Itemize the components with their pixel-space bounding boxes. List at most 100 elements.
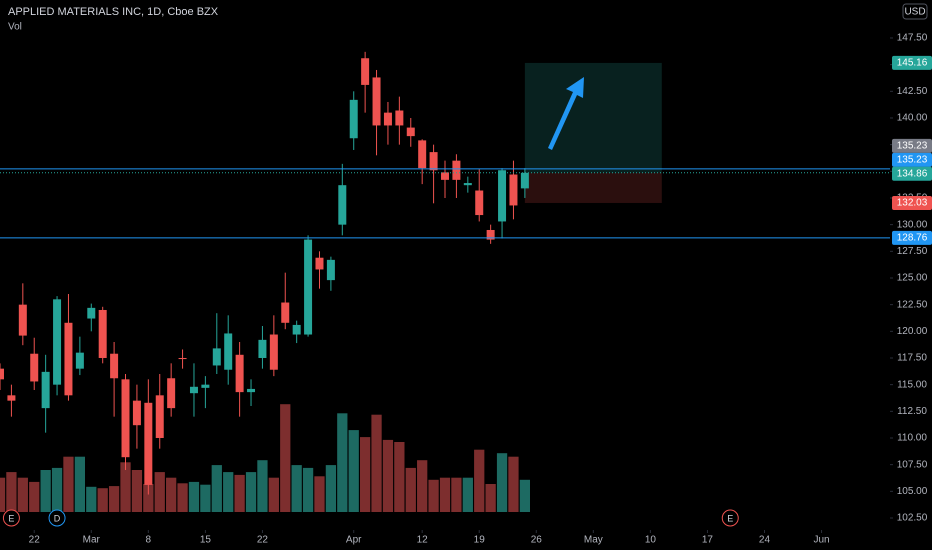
candle-body	[41, 371, 50, 409]
volume-bar	[382, 439, 394, 512]
candle-body	[383, 112, 392, 126]
volume-bar	[405, 467, 416, 512]
candle-body	[75, 352, 84, 369]
candle-body	[292, 324, 301, 335]
candle-body	[372, 77, 381, 126]
candle-body	[212, 348, 221, 366]
x-tick-label: 8	[146, 535, 152, 546]
price-axis-bg	[890, 0, 932, 550]
volume-bar	[108, 486, 120, 512]
candle-body	[315, 257, 324, 270]
volume-bar	[245, 472, 257, 512]
price-badge	[892, 152, 932, 167]
volume-bar	[177, 483, 188, 512]
x-tick-label: Jun	[813, 535, 829, 546]
candle-body	[463, 183, 472, 186]
volume-bar	[17, 477, 28, 512]
y-tick-label: 112.50	[897, 406, 927, 417]
candle-body	[53, 299, 62, 385]
y-tick-label: 140.00	[897, 113, 928, 124]
volume-bar	[97, 488, 108, 512]
candle-body	[258, 339, 267, 358]
volume-label: Vol	[8, 22, 22, 33]
candle-body	[178, 357, 187, 360]
target-zone	[524, 62, 662, 173]
price-badge-label: 128.76	[897, 233, 928, 244]
candle-body	[201, 384, 210, 388]
candle-body	[18, 304, 27, 336]
candle-body	[418, 140, 427, 169]
candle-body	[144, 402, 153, 485]
candle-body	[235, 354, 244, 393]
volume-bar	[86, 486, 97, 512]
volume-bar	[291, 465, 302, 512]
candle-body	[304, 239, 313, 335]
volume-bar	[29, 481, 40, 512]
event-marker	[2, 509, 20, 527]
volume-bar	[451, 477, 462, 512]
volume-bar	[143, 484, 154, 512]
volume-bar	[302, 467, 314, 512]
currency-label[interactable]: USD	[904, 7, 925, 18]
volume-bar	[348, 430, 359, 512]
volume-bar	[337, 413, 348, 512]
volume-bar	[325, 465, 337, 512]
volume-bar	[211, 465, 222, 512]
candle-body	[475, 190, 484, 216]
candle-body	[281, 302, 290, 323]
candle-body	[452, 160, 461, 180]
x-tick-label: 15	[200, 535, 212, 546]
event-marker	[721, 509, 739, 527]
price-badge	[892, 195, 932, 210]
x-tick-label: 26	[531, 535, 543, 546]
y-tick-label: 117.50	[897, 353, 927, 364]
currency-box[interactable]	[902, 3, 928, 20]
candle-body	[486, 229, 495, 240]
candle-body	[395, 110, 404, 126]
overlay-layer: E D E 145.16 135.23 135.23 128.76 134.86 132.03	[0, 55, 932, 527]
event-label: E	[727, 513, 733, 523]
candle-body	[64, 322, 73, 396]
candle-body	[0, 368, 4, 380]
y-tick-label: 122.50	[897, 299, 928, 310]
x-tick-label: Apr	[346, 535, 362, 546]
candle-body	[361, 58, 370, 85]
candle-body	[110, 353, 119, 379]
price-badge	[892, 230, 932, 245]
volume-bar	[519, 479, 531, 512]
event-label: E	[8, 513, 14, 523]
volume-bar	[371, 414, 382, 512]
price-badge	[892, 55, 932, 70]
candle-body	[326, 259, 335, 281]
y-tick-label: 147.50	[897, 33, 928, 44]
price-badge-label: 135.23	[897, 155, 928, 166]
candle-body	[87, 307, 96, 319]
volume-bar	[223, 472, 234, 512]
candle-body	[98, 309, 107, 358]
volume-bar	[188, 481, 200, 512]
price-badge-label: 134.86	[897, 168, 928, 179]
event-label: D	[54, 513, 61, 523]
candle-body	[509, 174, 518, 206]
volume-bar	[496, 453, 508, 512]
volume-bar	[268, 477, 279, 512]
candle-body	[189, 386, 198, 394]
candle-body	[406, 127, 415, 137]
x-tick-label: 22	[29, 535, 41, 546]
candle-body	[167, 378, 176, 409]
candle-body	[429, 152, 438, 171]
x-tick-label: 22	[257, 535, 269, 546]
x-tick-label: Mar	[83, 535, 101, 546]
volume-bar	[417, 460, 428, 512]
x-tick-label: 24	[759, 535, 771, 546]
volume-bar	[439, 477, 451, 512]
volume-bar	[40, 470, 51, 512]
y-tick-label: 130.00	[897, 219, 928, 230]
candle-body	[338, 185, 347, 225]
volume-bar	[0, 477, 6, 512]
candle-body	[155, 395, 164, 438]
volume-bar	[74, 456, 86, 512]
x-tick-label: 17	[702, 535, 714, 546]
volume-bar	[200, 484, 211, 512]
